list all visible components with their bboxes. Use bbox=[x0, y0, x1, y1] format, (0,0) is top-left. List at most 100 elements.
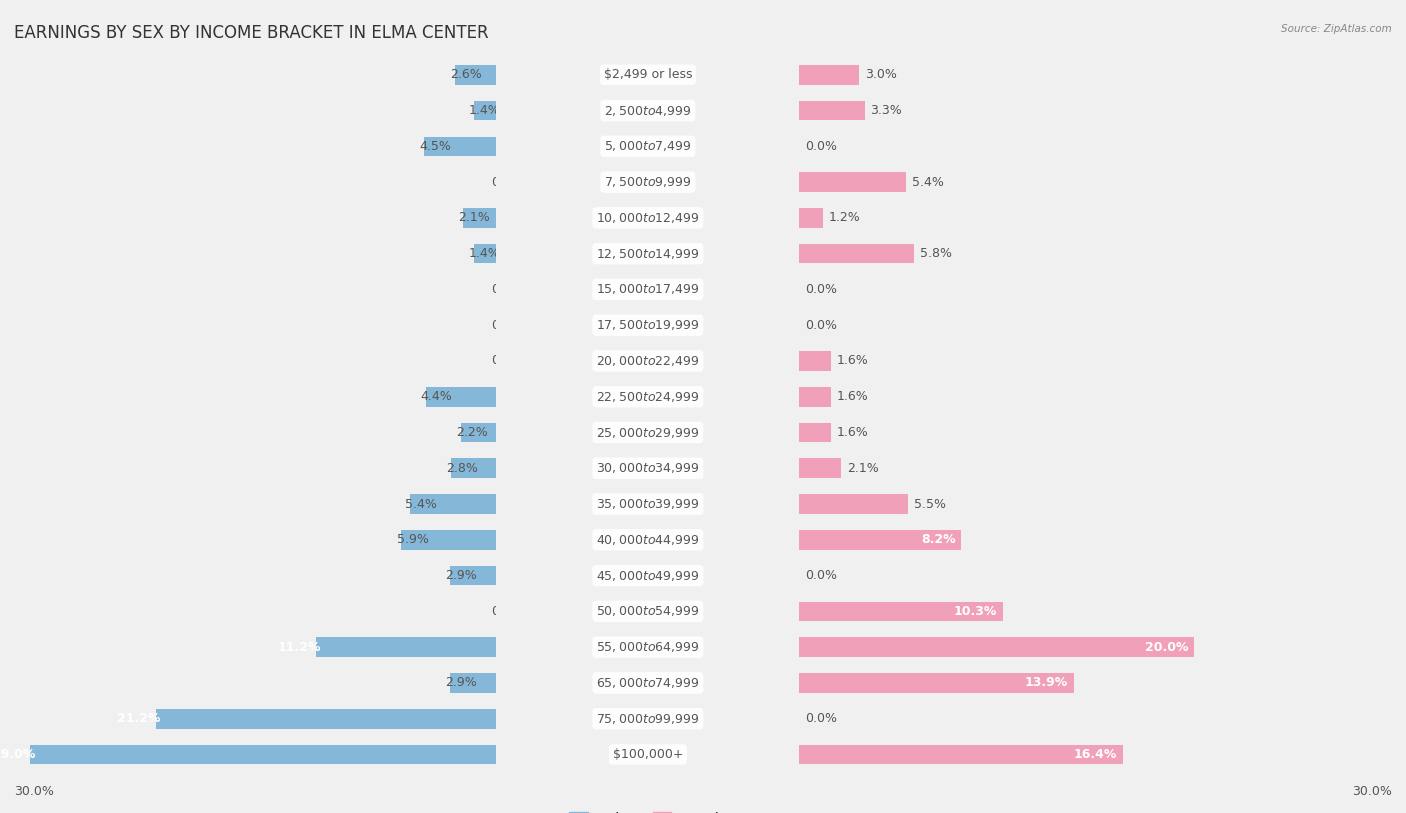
Bar bbox=[426, 387, 496, 406]
Text: 21.2%: 21.2% bbox=[117, 712, 160, 725]
Text: $55,000 to $64,999: $55,000 to $64,999 bbox=[596, 640, 700, 654]
Text: 5.5%: 5.5% bbox=[914, 498, 946, 511]
Text: 30.0%: 30.0% bbox=[14, 785, 53, 798]
Text: 2.2%: 2.2% bbox=[456, 426, 488, 439]
Bar bbox=[0, 128, 800, 164]
Bar bbox=[0, 522, 496, 558]
Text: Source: ZipAtlas.com: Source: ZipAtlas.com bbox=[1281, 24, 1392, 34]
Bar bbox=[156, 709, 496, 728]
Text: 0.0%: 0.0% bbox=[492, 354, 523, 367]
Bar bbox=[316, 637, 496, 657]
Bar bbox=[0, 415, 496, 450]
Text: 4.4%: 4.4% bbox=[420, 390, 453, 403]
Bar bbox=[30, 745, 496, 764]
Bar bbox=[425, 137, 496, 156]
Bar bbox=[496, 57, 1406, 93]
Bar bbox=[496, 93, 1406, 128]
Text: 2.6%: 2.6% bbox=[450, 68, 481, 81]
Text: $10,000 to $12,499: $10,000 to $12,499 bbox=[596, 211, 700, 225]
Bar bbox=[0, 665, 496, 701]
Bar bbox=[0, 164, 800, 200]
Bar bbox=[496, 665, 1406, 701]
Bar bbox=[800, 459, 841, 478]
Text: 8.2%: 8.2% bbox=[921, 533, 956, 546]
Text: 3.3%: 3.3% bbox=[870, 104, 903, 117]
Text: 1.6%: 1.6% bbox=[837, 426, 869, 439]
Bar bbox=[0, 450, 496, 486]
Text: $30,000 to $34,999: $30,000 to $34,999 bbox=[596, 461, 700, 476]
Text: $22,500 to $24,999: $22,500 to $24,999 bbox=[596, 389, 700, 404]
Bar bbox=[0, 593, 496, 629]
Text: $25,000 to $29,999: $25,000 to $29,999 bbox=[596, 425, 700, 440]
Text: $12,500 to $14,999: $12,500 to $14,999 bbox=[596, 246, 700, 261]
Text: 2.1%: 2.1% bbox=[458, 211, 489, 224]
Bar bbox=[496, 343, 1406, 379]
Text: 1.4%: 1.4% bbox=[470, 247, 501, 260]
Bar bbox=[0, 343, 800, 379]
Text: $20,000 to $22,499: $20,000 to $22,499 bbox=[596, 354, 700, 368]
Bar bbox=[0, 164, 496, 200]
Text: 5.8%: 5.8% bbox=[920, 247, 952, 260]
Bar bbox=[0, 93, 496, 128]
Bar bbox=[0, 200, 800, 236]
Bar bbox=[0, 236, 496, 272]
Text: 1.6%: 1.6% bbox=[837, 354, 869, 367]
Text: $5,000 to $7,499: $5,000 to $7,499 bbox=[605, 139, 692, 154]
Bar bbox=[463, 208, 496, 228]
Text: $40,000 to $44,999: $40,000 to $44,999 bbox=[596, 533, 700, 547]
Text: 2.1%: 2.1% bbox=[846, 462, 879, 475]
Text: 1.2%: 1.2% bbox=[830, 211, 860, 224]
Text: 5.4%: 5.4% bbox=[405, 498, 437, 511]
Bar bbox=[461, 423, 496, 442]
Bar bbox=[0, 307, 496, 343]
Bar bbox=[0, 343, 496, 379]
Text: 13.9%: 13.9% bbox=[1025, 676, 1069, 689]
Bar bbox=[0, 558, 800, 593]
Text: 0.0%: 0.0% bbox=[492, 319, 523, 332]
Bar bbox=[496, 379, 1406, 415]
Bar bbox=[450, 566, 496, 585]
Bar bbox=[496, 558, 1406, 593]
Legend: Male, Female: Male, Female bbox=[564, 807, 731, 813]
Bar bbox=[496, 307, 1406, 343]
Text: 5.4%: 5.4% bbox=[912, 176, 943, 189]
Bar bbox=[0, 593, 800, 629]
Bar bbox=[0, 379, 800, 415]
Bar bbox=[0, 701, 496, 737]
Bar bbox=[800, 244, 914, 263]
Bar bbox=[800, 602, 1002, 621]
Bar bbox=[496, 629, 1406, 665]
Text: EARNINGS BY SEX BY INCOME BRACKET IN ELMA CENTER: EARNINGS BY SEX BY INCOME BRACKET IN ELM… bbox=[14, 24, 489, 42]
Bar bbox=[0, 272, 496, 307]
Bar bbox=[0, 236, 800, 272]
Bar bbox=[402, 530, 496, 550]
Text: 0.0%: 0.0% bbox=[806, 712, 838, 725]
Bar bbox=[0, 558, 496, 593]
Text: 2.9%: 2.9% bbox=[444, 676, 477, 689]
Text: $75,000 to $99,999: $75,000 to $99,999 bbox=[596, 711, 700, 726]
Bar bbox=[0, 522, 800, 558]
Bar bbox=[0, 737, 800, 772]
Text: 16.4%: 16.4% bbox=[1074, 748, 1118, 761]
Text: 0.0%: 0.0% bbox=[492, 605, 523, 618]
Bar bbox=[0, 379, 496, 415]
Bar bbox=[800, 745, 1123, 764]
Text: 1.4%: 1.4% bbox=[470, 104, 501, 117]
Text: $7,500 to $9,999: $7,500 to $9,999 bbox=[605, 175, 692, 189]
Text: 0.0%: 0.0% bbox=[806, 283, 838, 296]
Bar bbox=[496, 236, 1406, 272]
Text: $100,000+: $100,000+ bbox=[613, 748, 683, 761]
Bar bbox=[800, 172, 905, 192]
Text: 10.3%: 10.3% bbox=[953, 605, 997, 618]
Bar bbox=[800, 208, 823, 228]
Bar bbox=[800, 351, 831, 371]
Text: 0.0%: 0.0% bbox=[806, 140, 838, 153]
Bar bbox=[496, 701, 1406, 737]
Bar bbox=[451, 459, 496, 478]
Bar bbox=[800, 637, 1195, 657]
Bar bbox=[496, 737, 1406, 772]
Bar bbox=[0, 737, 496, 772]
Bar bbox=[496, 128, 1406, 164]
Text: 0.0%: 0.0% bbox=[806, 319, 838, 332]
Text: 0.0%: 0.0% bbox=[492, 283, 523, 296]
